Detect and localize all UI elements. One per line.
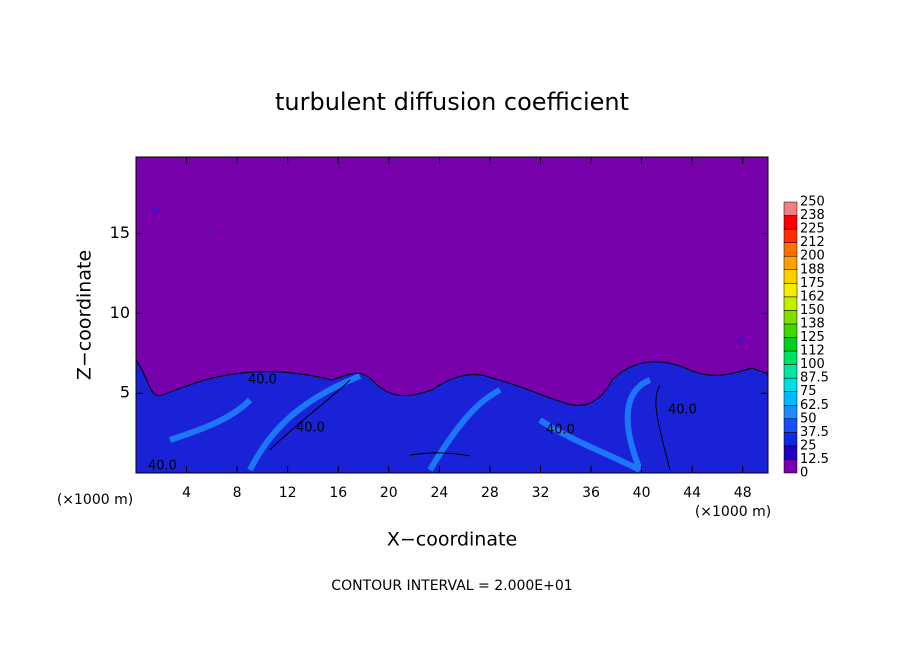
- colorbar-label: 25: [800, 438, 817, 453]
- colorbar-band: [783, 377, 798, 392]
- colorbar-band: [783, 228, 798, 243]
- y-tick-label: 5: [120, 383, 130, 402]
- x-tick-label: 32: [532, 485, 550, 501]
- colorbar-label: 200: [800, 249, 825, 264]
- x-axis-label: X−coordinate: [387, 529, 517, 551]
- colorbar-band: [783, 459, 798, 474]
- colorbar-band: [783, 310, 798, 325]
- colorbar-band: [783, 350, 798, 365]
- colorbar-label: 150: [800, 303, 825, 318]
- x-tick-label: 36: [582, 485, 600, 501]
- colorbar-band: [783, 364, 798, 379]
- x-tick-label: 44: [683, 485, 701, 501]
- colorbar-band: [783, 255, 798, 271]
- colorbar-label: 138: [800, 316, 825, 331]
- colorbar-band: [783, 391, 798, 406]
- colorbar-band: [783, 323, 798, 338]
- colorbar-label: 238: [800, 208, 825, 223]
- field-spot: [739, 338, 743, 342]
- colorbar-band: [783, 215, 798, 230]
- colorbar-label: 212: [800, 235, 825, 250]
- field-spot: [211, 229, 215, 233]
- chart-title: turbulent diffusion coefficient: [275, 88, 629, 116]
- y-tick-label: 15: [110, 223, 130, 242]
- x-tick-label: 8: [233, 485, 242, 501]
- field-streak: [169, 373, 652, 473]
- colorbar-band: [783, 445, 798, 460]
- colorbar-label: 75: [800, 384, 817, 399]
- colorbar-band: [783, 269, 798, 284]
- x-tick-label: 48: [734, 485, 752, 501]
- y-tick-label: 10: [110, 303, 130, 322]
- colorbar-label: 12.5: [800, 452, 829, 467]
- x-tick-label: 20: [380, 485, 398, 501]
- field-spot: [153, 208, 157, 212]
- x-tick-label: 4: [182, 485, 191, 501]
- x-unit-label: (×1000 m): [57, 492, 133, 508]
- colorbar-label: 125: [800, 330, 825, 345]
- x-tick-label: 40: [633, 485, 651, 501]
- contour-label: 40.0: [668, 403, 697, 418]
- colorbar-label: 62.5: [800, 398, 829, 413]
- colorbar-band: [783, 337, 798, 352]
- colorbar-label: 225: [800, 222, 825, 237]
- colorbar-band: [783, 201, 798, 216]
- plot-frame: [135, 156, 769, 474]
- colorbar-band: [783, 296, 798, 311]
- contour-label: 40.0: [148, 459, 177, 474]
- colorbar-label: 112: [800, 344, 825, 359]
- colorbar-label: 37.5: [800, 425, 829, 440]
- field-region: [135, 358, 769, 474]
- colorbar-band: [783, 283, 798, 298]
- colorbar-label: 188: [800, 262, 825, 277]
- colorbar-band: [783, 432, 798, 447]
- colorbar-band: [783, 242, 798, 257]
- contour-interval-note: CONTOUR INTERVAL = 2.000E+01: [331, 578, 572, 594]
- x-tick-label: 16: [329, 485, 347, 501]
- colorbar-label: 0: [800, 466, 808, 481]
- contour-label: 40.0: [248, 373, 277, 388]
- contour-label: 40.0: [546, 423, 575, 438]
- colorbar-label: 162: [800, 289, 825, 304]
- colorbar-label: 100: [800, 357, 825, 372]
- colorbar-label: 175: [800, 276, 825, 291]
- x-tick-label: 28: [481, 485, 499, 501]
- x-unit-label: (×1000 m): [695, 504, 771, 520]
- x-tick-label: 12: [279, 485, 297, 501]
- colorbar-label: 87.5: [800, 371, 829, 386]
- y-axis-label: Z−coordinate: [74, 250, 96, 380]
- contour-line: [269, 379, 671, 471]
- colorbar-band: [783, 405, 798, 420]
- x-tick-label: 24: [430, 485, 448, 501]
- contour-field: [135, 157, 769, 474]
- colorbar-label: 250: [800, 195, 825, 210]
- contour-label: 40.0: [296, 421, 325, 436]
- colorbar-band: [783, 418, 798, 433]
- colorbar-label: 50: [800, 411, 817, 426]
